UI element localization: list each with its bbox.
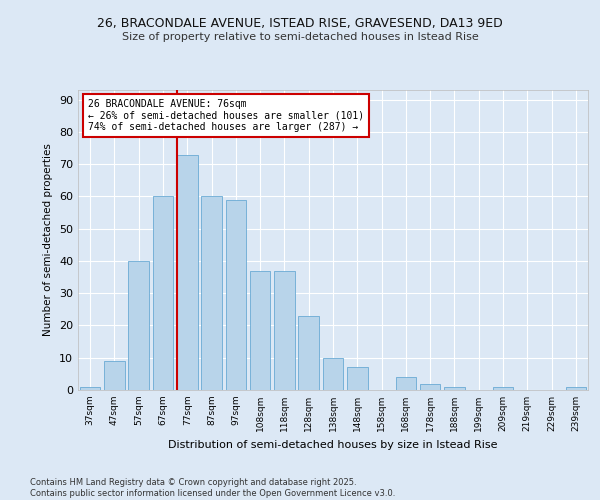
Text: 26 BRACONDALE AVENUE: 76sqm
← 26% of semi-detached houses are smaller (101)
74% : 26 BRACONDALE AVENUE: 76sqm ← 26% of sem… <box>88 99 364 132</box>
Bar <box>250 270 271 390</box>
Bar <box>152 196 173 390</box>
Bar <box>128 261 149 390</box>
Bar <box>323 358 343 390</box>
Text: Contains HM Land Registry data © Crown copyright and database right 2025.
Contai: Contains HM Land Registry data © Crown c… <box>30 478 395 498</box>
Bar <box>395 377 416 390</box>
Bar <box>493 387 514 390</box>
Text: 26, BRACONDALE AVENUE, ISTEAD RISE, GRAVESEND, DA13 9ED: 26, BRACONDALE AVENUE, ISTEAD RISE, GRAV… <box>97 18 503 30</box>
Bar <box>347 368 368 390</box>
Bar <box>420 384 440 390</box>
Y-axis label: Number of semi-detached properties: Number of semi-detached properties <box>43 144 53 336</box>
X-axis label: Distribution of semi-detached houses by size in Istead Rise: Distribution of semi-detached houses by … <box>168 440 498 450</box>
Bar <box>104 361 125 390</box>
Bar <box>566 387 586 390</box>
Bar <box>177 154 197 390</box>
Bar <box>80 387 100 390</box>
Text: Size of property relative to semi-detached houses in Istead Rise: Size of property relative to semi-detach… <box>122 32 478 42</box>
Bar <box>226 200 246 390</box>
Bar <box>274 270 295 390</box>
Bar <box>201 196 222 390</box>
Bar <box>444 387 465 390</box>
Bar <box>298 316 319 390</box>
